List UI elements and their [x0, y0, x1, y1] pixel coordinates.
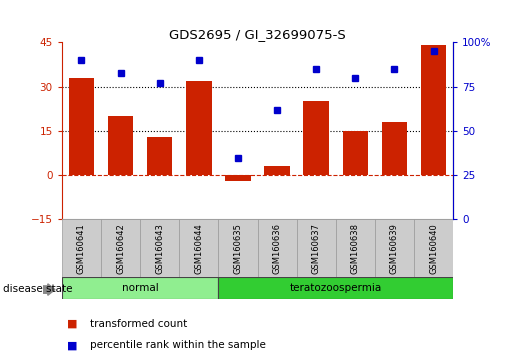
Bar	[342, 131, 368, 175]
Bar	[218, 219, 258, 278]
Bar	[68, 78, 94, 175]
Text: GSM160644: GSM160644	[194, 223, 203, 274]
Bar	[303, 102, 329, 175]
Bar	[382, 122, 407, 175]
Bar	[147, 137, 173, 175]
Text: GSM160637: GSM160637	[312, 223, 321, 274]
Bar	[414, 219, 453, 278]
Text: ■: ■	[67, 340, 77, 350]
Text: GSM160635: GSM160635	[233, 223, 243, 274]
Text: GSM160641: GSM160641	[77, 223, 86, 274]
Text: GSM160639: GSM160639	[390, 223, 399, 274]
Bar	[218, 277, 453, 299]
Bar	[179, 219, 218, 278]
Bar	[62, 277, 218, 299]
Text: ■: ■	[67, 319, 77, 329]
Text: GSM160642: GSM160642	[116, 223, 125, 274]
Bar	[297, 219, 336, 278]
Text: disease state: disease state	[3, 284, 72, 294]
Text: GSM160643: GSM160643	[155, 223, 164, 274]
Bar	[258, 219, 297, 278]
Text: GSM160636: GSM160636	[272, 223, 282, 274]
Text: GSM160640: GSM160640	[429, 223, 438, 274]
Bar	[264, 166, 290, 175]
Bar	[101, 219, 140, 278]
Text: percentile rank within the sample: percentile rank within the sample	[90, 340, 266, 350]
FancyArrow shape	[43, 284, 55, 295]
Bar	[225, 175, 251, 181]
Bar	[336, 219, 375, 278]
Text: normal: normal	[122, 283, 159, 293]
Bar	[375, 219, 414, 278]
Bar	[140, 219, 179, 278]
Text: teratozoospermia: teratozoospermia	[289, 283, 382, 293]
Title: GDS2695 / GI_32699075-S: GDS2695 / GI_32699075-S	[169, 28, 346, 41]
Bar	[186, 81, 212, 175]
Bar	[62, 219, 101, 278]
Bar	[108, 116, 133, 175]
Text: GSM160638: GSM160638	[351, 223, 360, 274]
Bar	[421, 45, 447, 175]
Text: transformed count: transformed count	[90, 319, 187, 329]
